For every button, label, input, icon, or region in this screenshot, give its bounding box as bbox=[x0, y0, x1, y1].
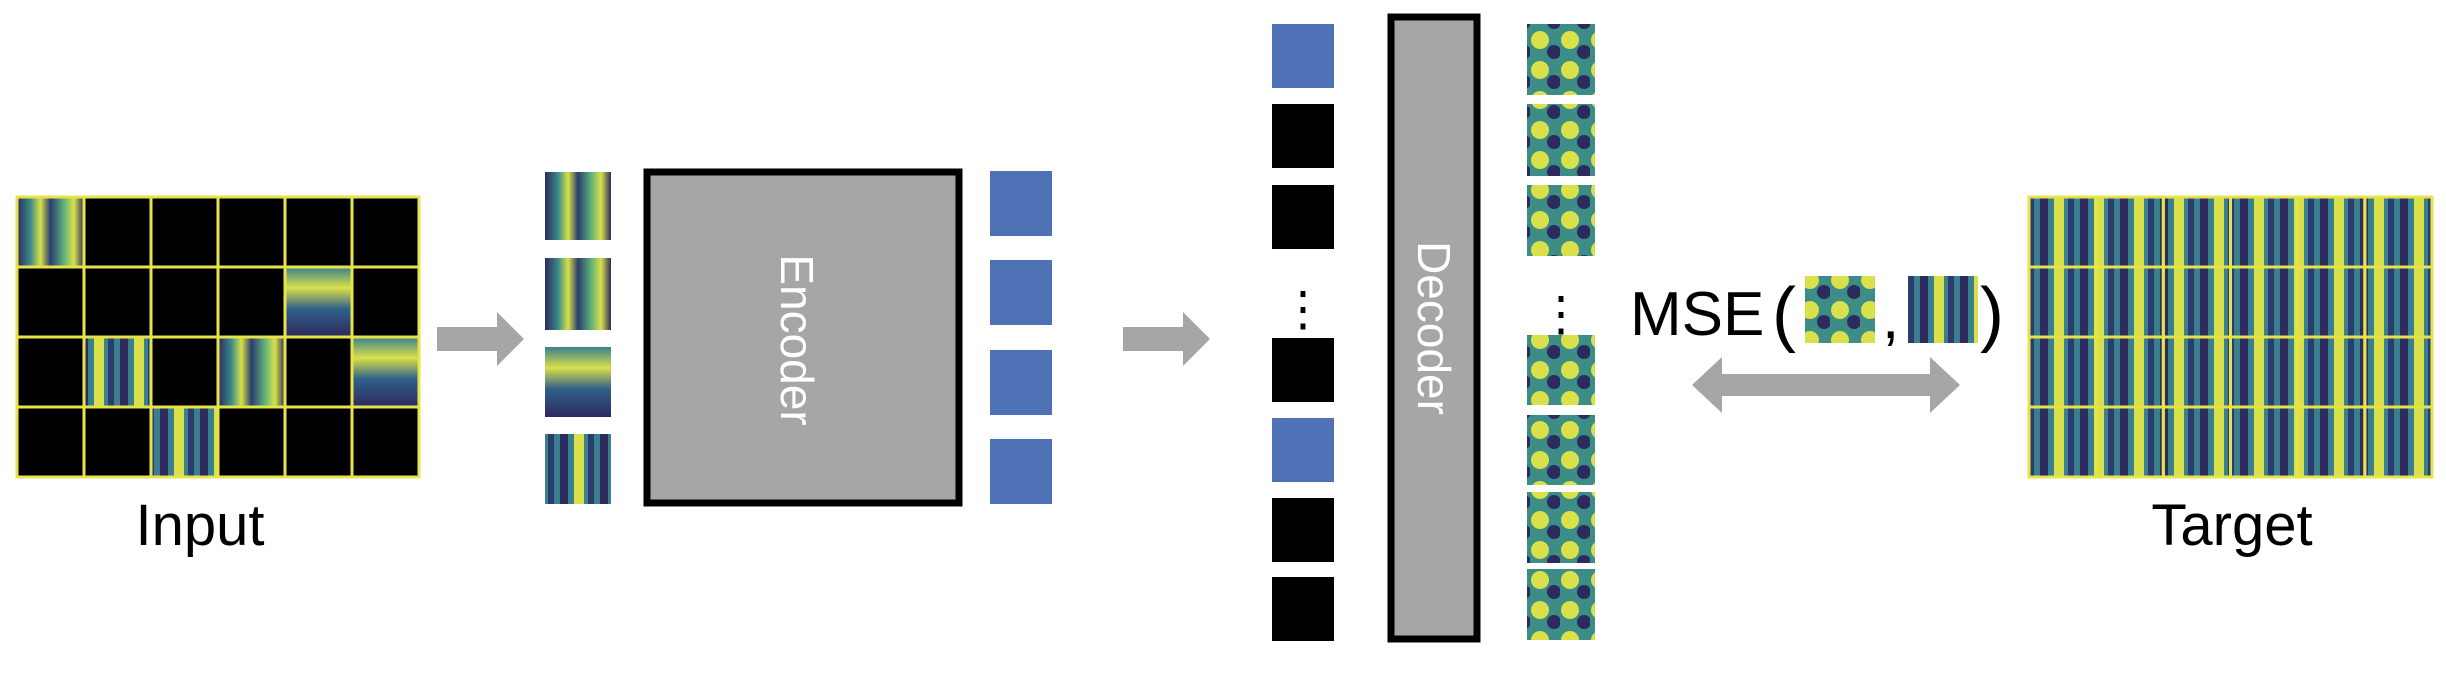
masked-input-patch bbox=[149, 335, 220, 409]
visible-input-patch bbox=[283, 265, 354, 339]
masked-input-patch bbox=[15, 335, 86, 409]
visible-input-patch bbox=[216, 335, 287, 409]
target-patch bbox=[1908, 276, 1978, 343]
masked-input-patch bbox=[216, 405, 287, 479]
masked-input-patch bbox=[15, 405, 86, 479]
predicted-patch bbox=[1805, 276, 1875, 343]
visible-patches-column bbox=[545, 172, 611, 504]
ellipsis: ⋮ bbox=[1537, 288, 1585, 341]
masked-input-patch bbox=[216, 195, 287, 269]
double-arrow-icon bbox=[1692, 357, 1960, 413]
decoder-block: Decoder bbox=[1387, 13, 1481, 643]
reconstructed-patches-column: ⋮ bbox=[1527, 24, 1595, 640]
decoder-input-column: ⋮ bbox=[1272, 24, 1334, 641]
reconstructed-patch bbox=[1527, 24, 1595, 95]
mask-token bbox=[1272, 577, 1334, 641]
masked-input-patch bbox=[350, 265, 421, 339]
token bbox=[990, 350, 1052, 415]
comma: , bbox=[1882, 283, 1899, 352]
encoded-token bbox=[1272, 24, 1334, 88]
visible-input-patch bbox=[149, 405, 220, 479]
input-label: Input bbox=[136, 493, 265, 558]
masked-input-patch bbox=[350, 405, 421, 479]
encoder-block: Encoder bbox=[643, 168, 963, 507]
visible-patch bbox=[545, 347, 611, 417]
paren-close: ) bbox=[1980, 274, 2004, 354]
masked-input-patch bbox=[350, 195, 421, 269]
target-grid-cell bbox=[2363, 405, 2434, 479]
arrow-right-icon bbox=[1123, 312, 1210, 366]
masked-input-patch bbox=[283, 335, 354, 409]
masked-input-patch bbox=[216, 265, 287, 339]
masked-input-patch bbox=[82, 405, 153, 479]
visible-patch bbox=[545, 258, 611, 330]
encoded-token bbox=[1272, 418, 1334, 482]
ellipsis: ⋮ bbox=[1279, 283, 1327, 336]
masked-input-patch bbox=[283, 195, 354, 269]
target-grid bbox=[2027, 195, 2434, 479]
mask-token bbox=[1272, 338, 1334, 402]
visible-patch bbox=[545, 172, 611, 240]
mse-label: MSE bbox=[1630, 280, 1764, 349]
token bbox=[990, 260, 1052, 325]
mse-expression: MSE ( , ) bbox=[1630, 274, 2004, 354]
mask-token bbox=[1272, 498, 1334, 562]
reconstructed-patch bbox=[1527, 569, 1595, 640]
reconstructed-patch bbox=[1527, 335, 1595, 405]
reconstructed-patch bbox=[1527, 492, 1595, 563]
reconstructed-patch bbox=[1527, 185, 1595, 256]
masked-input-patch bbox=[82, 265, 153, 339]
masked-input-patch bbox=[15, 265, 86, 339]
reconstructed-patch bbox=[1527, 415, 1595, 485]
visible-patch bbox=[545, 434, 611, 504]
token bbox=[990, 171, 1052, 236]
visible-input-patch bbox=[82, 335, 153, 409]
paren-open: ( bbox=[1772, 274, 1796, 354]
mask-token bbox=[1272, 104, 1334, 168]
encoded-tokens bbox=[990, 171, 1052, 504]
masked-input-patch bbox=[283, 405, 354, 479]
mask-token bbox=[1272, 185, 1334, 249]
visible-input-patch bbox=[15, 195, 86, 269]
visible-input-patch bbox=[350, 335, 421, 409]
reconstructed-patch bbox=[1527, 104, 1595, 176]
decoder-label: Decoder bbox=[1408, 241, 1460, 415]
masked-input-patch bbox=[149, 265, 220, 339]
arrow-right-icon bbox=[437, 312, 524, 366]
input-grid bbox=[15, 195, 421, 479]
target-label: Target bbox=[2151, 493, 2312, 558]
masked-input-patch bbox=[82, 195, 153, 269]
token bbox=[990, 439, 1052, 504]
encoder-label: Encoder bbox=[771, 254, 823, 425]
masked-input-patch bbox=[149, 195, 220, 269]
